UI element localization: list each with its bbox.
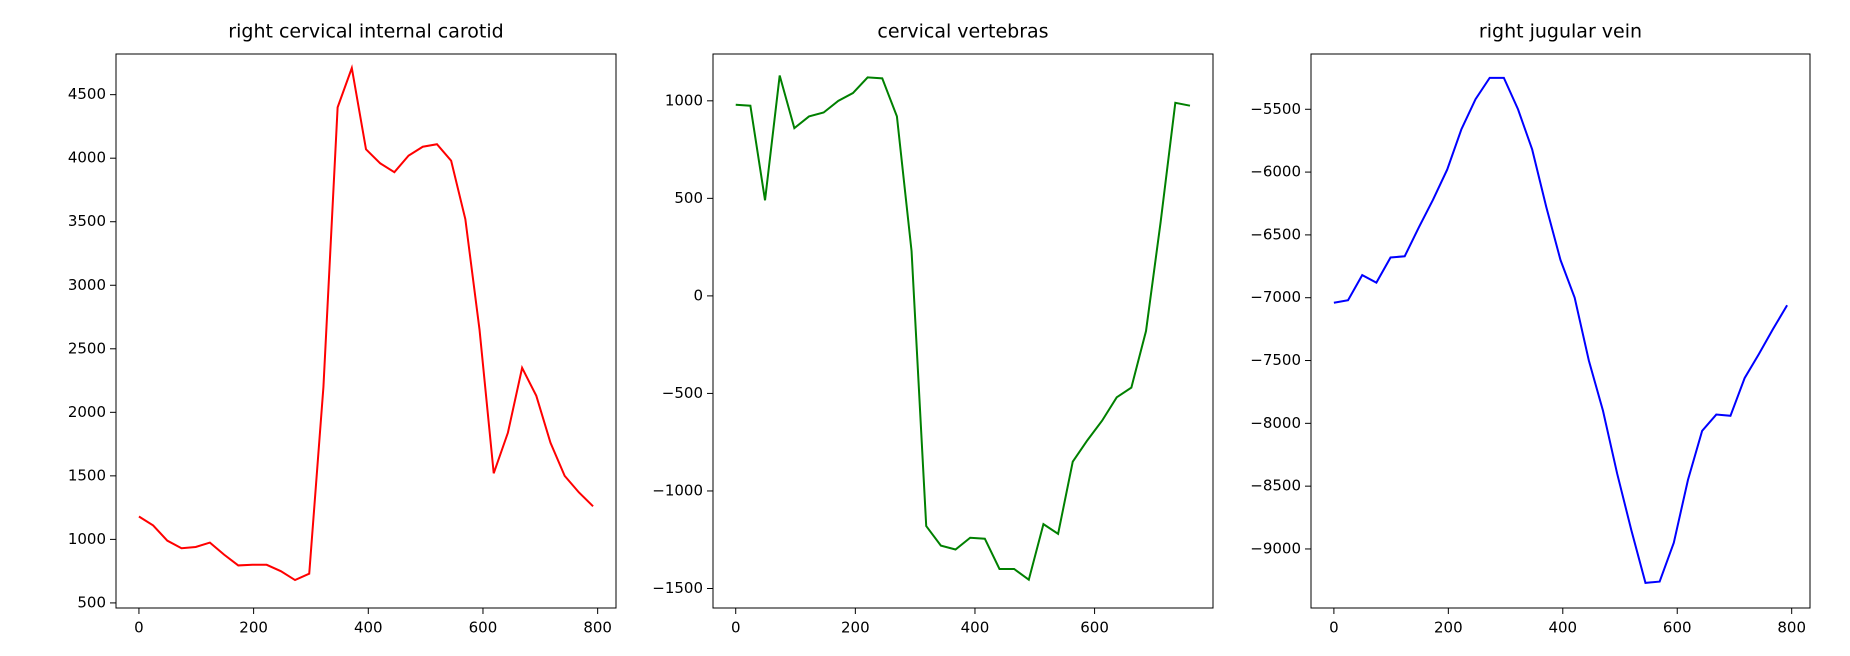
x-tick-label: 0	[731, 619, 741, 637]
y-tick-label: −7500	[1250, 351, 1301, 369]
y-tick-label: 0	[693, 286, 703, 304]
y-tick-label: −6000	[1250, 163, 1301, 181]
x-tick-label: 600	[1663, 619, 1692, 637]
x-tick-label: 800	[1777, 619, 1806, 637]
x-tick-label: 200	[1434, 619, 1463, 637]
y-tick-label: −1500	[652, 579, 703, 597]
x-tick-label: 400	[354, 619, 383, 637]
line-series	[1333, 76, 1788, 584]
x-tick-label: 600	[1080, 619, 1109, 637]
x-tick-label: 600	[469, 619, 498, 637]
y-tick-label: 2000	[68, 403, 106, 421]
y-tick-label: 3500	[68, 212, 106, 230]
y-tick-label: 1000	[665, 91, 703, 109]
y-tick-label: 1000	[68, 530, 106, 548]
y-tick-label: −8500	[1250, 477, 1301, 495]
plot-frame	[712, 53, 1214, 609]
x-tick-label: 0	[1329, 619, 1339, 637]
x-tick-label: 200	[841, 619, 870, 637]
y-tick-label: −7000	[1250, 288, 1301, 306]
y-tick-label: 4500	[68, 85, 106, 103]
chart-title: right cervical internal carotid	[228, 21, 503, 43]
y-tick-label: 1500	[68, 466, 106, 484]
y-tick-label: −9000	[1250, 539, 1301, 557]
line-series	[138, 64, 594, 582]
x-tick-label: 200	[239, 619, 268, 637]
line-series	[735, 75, 1191, 582]
x-tick-label: 400	[961, 619, 990, 637]
plot-frame	[1310, 53, 1811, 609]
y-tick-label: −6500	[1250, 225, 1301, 243]
y-tick-label: −5500	[1250, 100, 1301, 118]
y-tick-label: 3000	[68, 276, 106, 294]
y-tick-label: −1000	[652, 481, 703, 499]
chart-title: cervical vertebras	[877, 21, 1048, 43]
y-tick-label: 500	[77, 593, 106, 611]
y-tick-label: 2500	[68, 339, 106, 357]
y-tick-label: 4000	[68, 149, 106, 167]
y-tick-label: −8000	[1250, 414, 1301, 432]
x-tick-label: 400	[1548, 619, 1577, 637]
y-tick-label: −500	[662, 384, 703, 402]
x-tick-label: 0	[134, 619, 144, 637]
plot-frame	[115, 53, 617, 609]
chart-title: right jugular vein	[1479, 21, 1642, 43]
x-tick-label: 800	[583, 619, 612, 637]
y-tick-label: 500	[674, 189, 703, 207]
